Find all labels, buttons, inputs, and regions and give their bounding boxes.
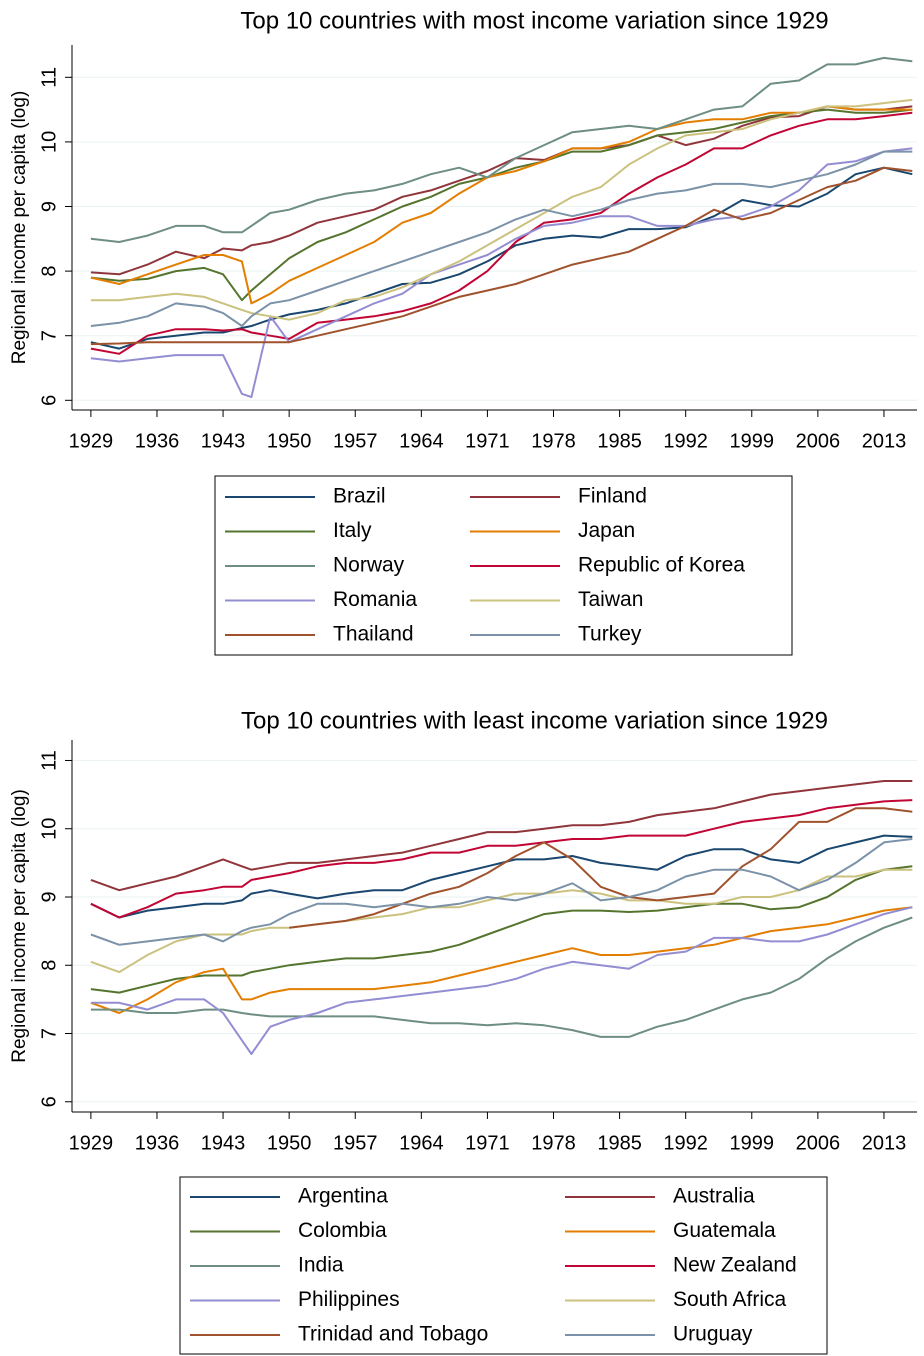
legend-label: Colombia [298,1219,387,1242]
series-line [90,108,913,302]
x-tick-label: 1985 [597,1132,642,1154]
y-tick-label: 6 [38,1096,60,1107]
series-line [90,868,913,974]
x-tick-label: 1964 [399,430,444,452]
series-line [90,834,913,919]
y-axis-title: Regional income per capita (log) [9,91,30,365]
legend-label: Thailand [333,623,414,646]
series-line [90,147,913,399]
y-tick-label: 8 [38,960,60,971]
series-line [90,780,913,892]
x-tick-label: 1999 [730,1132,775,1154]
chart-title: Top 10 countries with most income variat… [240,7,828,34]
x-tick-label: 1992 [663,430,708,452]
legend-label: Trinidad and Tobago [298,1323,488,1346]
series-line [90,105,913,305]
legend-label: Romania [333,588,417,611]
legend-label: India [298,1254,344,1277]
legend-label: South Africa [673,1288,787,1311]
legend-label: Italy [333,519,372,542]
x-tick-label: 1943 [201,430,246,452]
legend-label: New Zealand [673,1254,797,1277]
y-axis-title: Regional income per capita (log) [9,789,30,1063]
y-tick-label: 10 [38,818,60,840]
x-tick-label: 1957 [333,1132,378,1154]
x-tick-label: 2006 [796,1132,841,1154]
y-tick-label: 11 [38,67,60,88]
x-tick-label: 1971 [465,430,510,452]
legend-label: Japan [578,519,635,542]
series-line [90,150,913,327]
legend-box [179,1176,828,1355]
series-line [90,105,913,276]
x-tick-label: 1978 [531,1132,576,1154]
legend-label: Argentina [298,1185,388,1208]
x-tick-label: 1978 [531,430,576,452]
series-line [90,166,913,346]
x-tick-label: 1936 [135,430,180,452]
legend-label: Philippines [298,1288,400,1311]
series-line [90,166,913,350]
x-tick-label: 2006 [796,430,841,452]
y-tick-label: 8 [38,266,60,277]
series-line [90,906,913,1014]
x-tick-label: 2013 [862,1132,907,1154]
x-tick-label: 1929 [69,430,114,452]
legend-label: Norway [333,554,405,577]
x-tick-label: 1957 [333,430,378,452]
legend-label: Uruguay [673,1323,753,1346]
x-tick-label: 1929 [69,1132,114,1154]
x-tick-label: 1999 [730,430,775,452]
legend-label: Brazil [333,485,386,508]
legend-label: Taiwan [578,588,643,611]
legend-label: Turkey [578,623,642,646]
series-line [289,807,913,929]
x-tick-label: 1943 [201,1132,246,1154]
legend-label: Republic of Korea [578,554,745,577]
x-tick-label: 2013 [862,430,907,452]
legend-label: Finland [578,485,647,508]
y-tick-label: 9 [38,201,60,212]
series-line [90,906,913,1055]
legend-label: Guatemala [673,1219,776,1242]
y-tick-label: 6 [38,395,60,406]
y-tick-label: 9 [38,891,60,902]
x-tick-label: 1950 [267,1132,312,1154]
x-tick-label: 1985 [597,430,642,452]
y-tick-label: 7 [38,1028,60,1039]
series-line [90,916,913,1038]
y-tick-label: 10 [38,131,60,153]
y-tick-label: 11 [38,750,60,771]
chart-title: Top 10 countries with least income varia… [241,707,828,734]
x-tick-label: 1992 [663,1132,708,1154]
x-tick-label: 1964 [399,1132,444,1154]
series-line [90,111,913,355]
x-tick-label: 1971 [465,1132,510,1154]
series-line [90,838,913,946]
legend-label: Australia [673,1185,755,1208]
x-tick-label: 1936 [135,1132,180,1154]
series-line [90,56,913,243]
y-tick-label: 7 [38,330,60,341]
series-line [90,98,913,321]
series-line [90,799,913,919]
x-tick-label: 1950 [267,430,312,452]
